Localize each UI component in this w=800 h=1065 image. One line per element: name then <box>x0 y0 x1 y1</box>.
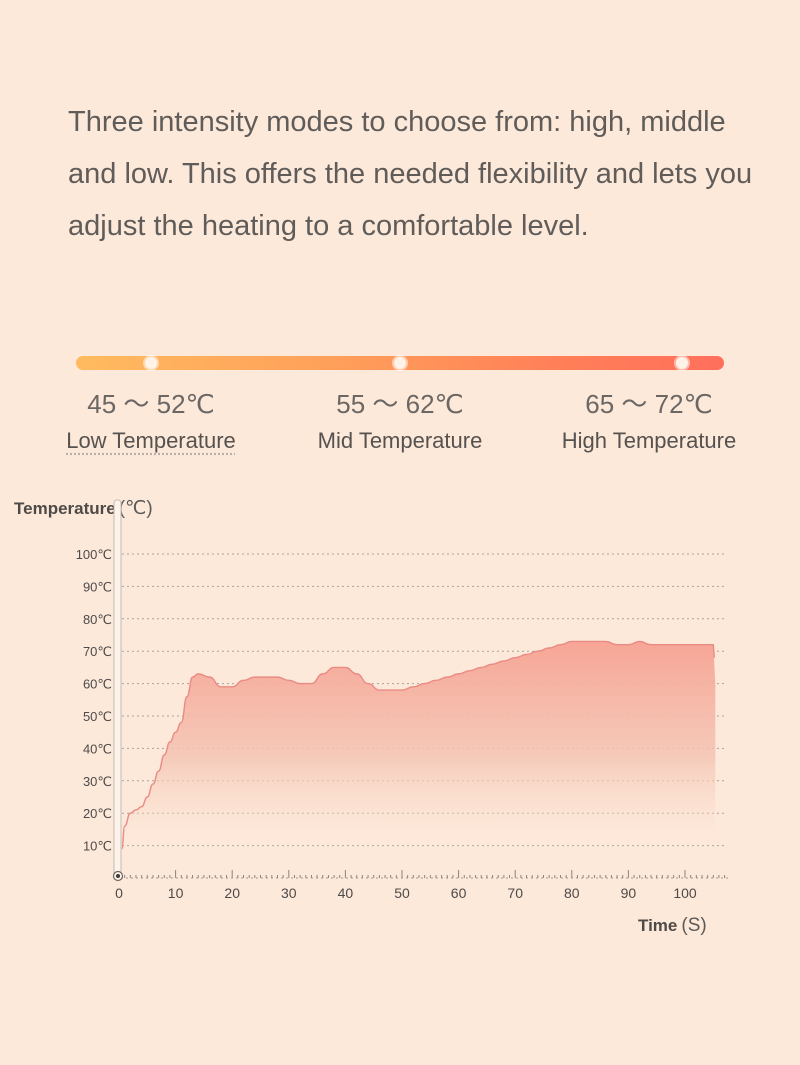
x-tick-label: 10 <box>168 885 184 901</box>
y-tick-label: 60℃ <box>83 677 112 692</box>
mode-high: 65 ～ 72℃ High Temperature <box>524 389 774 454</box>
x-tick-label: 30 <box>281 885 297 901</box>
y-tick-label: 50℃ <box>83 709 112 724</box>
intro-text: Three intensity modes to choose from: hi… <box>68 106 753 242</box>
x-axis-label: Time <box>638 916 678 935</box>
x-axis-unit: (S) <box>681 915 707 936</box>
low-mode-marker <box>145 357 157 369</box>
x-tick-label: 0 <box>115 885 123 901</box>
mode-low: 45 ～ 52℃ Low Temperature <box>26 389 276 454</box>
y-axis-bar <box>113 499 122 879</box>
y-axis-unit: (℃) <box>118 498 153 519</box>
x-tick-label: 100 <box>673 885 697 901</box>
x-tick-label: 40 <box>338 885 354 901</box>
x-tick-label: 60 <box>451 885 467 901</box>
y-tick-label: 40℃ <box>83 741 112 756</box>
y-tick-label: 80℃ <box>83 612 112 627</box>
mode-low-range: 45 ～ 52℃ <box>87 389 215 419</box>
mode-high-range: 65 ～ 72℃ <box>585 389 713 419</box>
mode-mid: 55 ～ 62℃ Mid Temperature <box>275 389 525 454</box>
temperature-area <box>121 641 716 849</box>
x-tick-label: 90 <box>621 885 637 901</box>
x-tick-label: 50 <box>394 885 410 901</box>
y-tick-label: 10℃ <box>83 839 112 854</box>
temperature-curve <box>121 640 715 850</box>
mode-mid-name: Mid Temperature <box>317 428 483 453</box>
x-tick-label: 80 <box>564 885 580 901</box>
y-tick-label: 30℃ <box>83 774 112 789</box>
mid-mode-marker <box>394 357 406 369</box>
y-tick-label: 20℃ <box>83 806 112 821</box>
high-mode-marker <box>676 357 688 369</box>
origin-dot <box>116 874 120 878</box>
mode-low-name: Low Temperature <box>66 428 236 453</box>
y-axis-label: Temperature <box>14 499 116 518</box>
y-tick-label: 70℃ <box>83 644 112 659</box>
mode-high-name: High Temperature <box>561 428 737 453</box>
y-tick-label: 90℃ <box>83 579 112 594</box>
x-axis-title: Time (S) <box>638 915 707 937</box>
y-tick-label: 100℃ <box>76 547 112 562</box>
x-tick-label: 70 <box>507 885 523 901</box>
x-tick-label: 20 <box>224 885 240 901</box>
mode-mid-range: 55 ～ 62℃ <box>336 389 464 419</box>
y-axis-title: Temperature (℃) <box>14 497 153 520</box>
temperature-mode-bar <box>76 356 724 370</box>
